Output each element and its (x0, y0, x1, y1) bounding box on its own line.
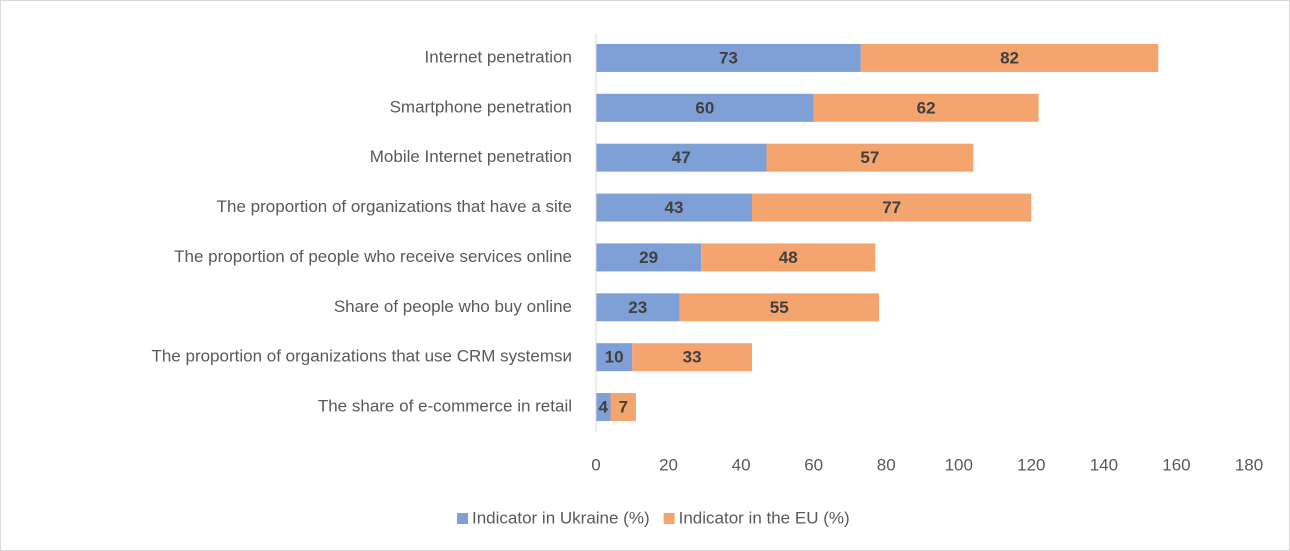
y-tick-label: Share of people who buy online (334, 297, 572, 316)
y-tick-label: The share of e-commerce in retail (318, 397, 572, 416)
x-tick-label: 80 (877, 455, 896, 474)
legend-swatch (457, 513, 468, 524)
bar-segment (596, 293, 680, 322)
data-label: 77 (882, 198, 901, 217)
bar-segment (751, 193, 1032, 222)
data-label: 29 (639, 248, 658, 267)
y-tick-label: The proportion of people who receive ser… (174, 247, 572, 266)
y-tick-label: The proportion of organizations that hav… (217, 197, 572, 216)
data-label: 73 (719, 48, 738, 67)
y-tick-label: Internet penetration (425, 47, 572, 66)
bar-segment (596, 143, 767, 172)
legend-label: Indicator in Ukraine (%) (472, 508, 650, 527)
bar-segment (813, 93, 1039, 122)
data-label: 10 (605, 348, 624, 367)
x-tick-label: 20 (659, 455, 678, 474)
x-tick-label: 0 (591, 455, 600, 474)
x-tick-label: 120 (1017, 455, 1045, 474)
legend-swatch (663, 513, 675, 524)
bar-segment (860, 43, 1159, 72)
bar-segment (596, 243, 702, 272)
x-tick-label: 100 (945, 455, 973, 474)
bar-segment (596, 43, 861, 72)
data-label: 62 (917, 98, 936, 117)
bar-segment (632, 343, 752, 372)
data-label: 48 (779, 248, 798, 267)
bar-segment (596, 343, 633, 372)
data-label: 47 (672, 148, 691, 167)
x-tick-label: 40 (732, 455, 751, 474)
data-label: 4 (599, 398, 609, 417)
bar-segment (596, 393, 611, 422)
bar-segment (766, 143, 974, 172)
y-tick-label: The proportion of organizations that use… (151, 347, 572, 366)
x-tick-label: 180 (1235, 455, 1263, 474)
bar-segment (596, 93, 814, 122)
x-tick-label: 160 (1162, 455, 1190, 474)
y-tick-label: Mobile Internet penetration (370, 147, 572, 166)
data-label: 82 (1000, 48, 1019, 67)
bar-segment (701, 243, 876, 272)
legend-label: Indicator in the EU (%) (679, 508, 850, 527)
bar-segment (679, 293, 879, 322)
data-label: 23 (628, 298, 647, 317)
y-tick-label: Smartphone penetration (390, 97, 572, 116)
data-label: 43 (665, 198, 684, 217)
bar-segment (610, 393, 636, 422)
x-tick-label: 140 (1090, 455, 1118, 474)
data-label: 33 (683, 348, 702, 367)
x-tick-label: 60 (804, 455, 823, 474)
data-label: 55 (770, 298, 789, 317)
bar-segment (596, 193, 752, 222)
data-label: 57 (860, 148, 879, 167)
data-label: 60 (695, 98, 714, 117)
data-label: 7 (618, 398, 627, 417)
